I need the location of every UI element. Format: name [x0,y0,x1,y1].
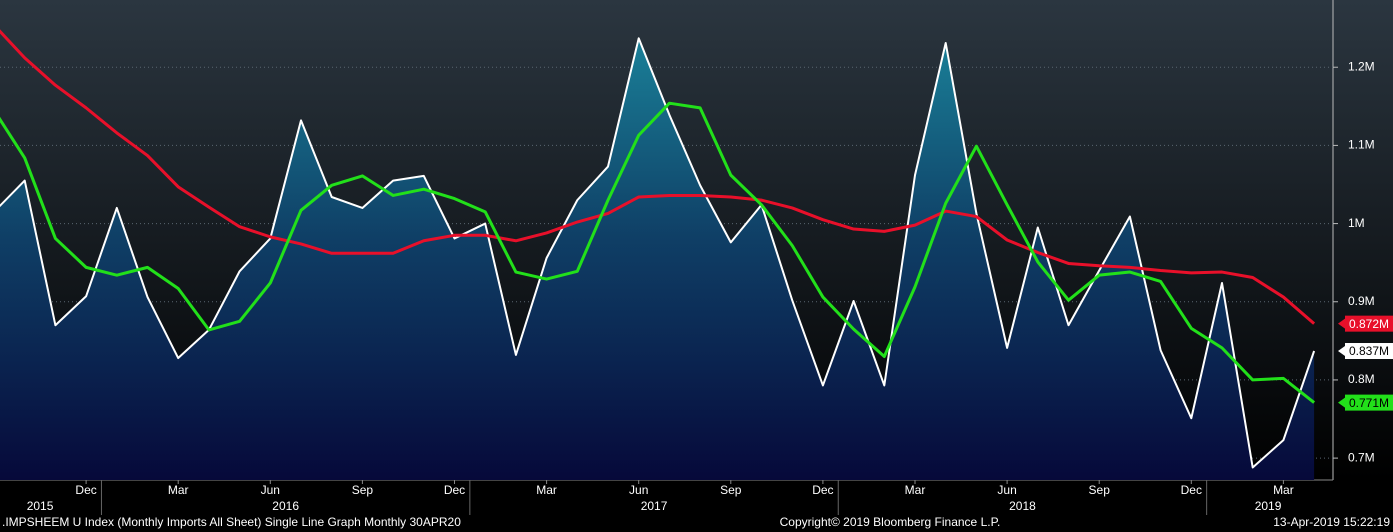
year-label: 2019 [1255,499,1282,513]
x-tick-label: Jun [997,483,1016,497]
last-value-label: 0.771M [1349,396,1389,410]
footer-center: Copyright© 2019 Bloomberg Finance L.P. [780,515,1001,529]
x-tick-label: Sep [720,483,742,497]
y-tick-label: 0.9M [1348,294,1375,308]
plot [0,29,1333,480]
x-tick-label: Mar [1273,483,1294,497]
last-value-box [1345,394,1393,411]
x-tick-label: Mar [168,483,189,497]
x-tick-label: Sep [352,483,374,497]
x-tick-label: Mar [536,483,557,497]
last-value-label: 0.872M [1349,317,1389,331]
footer-left: .IMPSHEEM U Index (Monthly Imports All S… [2,515,461,529]
y-tick-label: 1.1M [1348,138,1375,152]
area [0,38,1315,480]
line [0,101,1316,404]
year-label: 2018 [1009,499,1036,513]
footer-right: 13-Apr-2019 15:22:19 [1273,515,1390,529]
x-tick-label: Dec [444,483,465,497]
last-value-box [1345,315,1393,332]
x-tick-label: Jun [261,483,280,497]
year-label: 2017 [641,499,668,513]
x-tick-label: Dec [75,483,96,497]
axis-band [0,480,1393,532]
x-tick-label: Dec [1181,483,1202,497]
y-tick-label: 0.7M [1348,450,1375,464]
year-label: 2016 [272,499,299,513]
y-tick-label: 1M [1348,216,1365,230]
x-tick-label: Sep [1089,483,1111,497]
x-tick-label: Dec [812,483,833,497]
last-value-pointer [1338,346,1345,357]
y-tick-label: 0.8M [1348,372,1375,386]
x-tick-label: Mar [905,483,926,497]
y-tick-label: 1.2M [1348,59,1375,73]
last-value-box [1345,343,1393,360]
year-label: 2015 [27,499,54,513]
line [0,29,1316,325]
last-value-pointer [1338,318,1345,329]
last-value-label: 0.837M [1349,344,1389,358]
x-tick-label: Jun [629,483,648,497]
last-value-pointer [1338,397,1345,408]
